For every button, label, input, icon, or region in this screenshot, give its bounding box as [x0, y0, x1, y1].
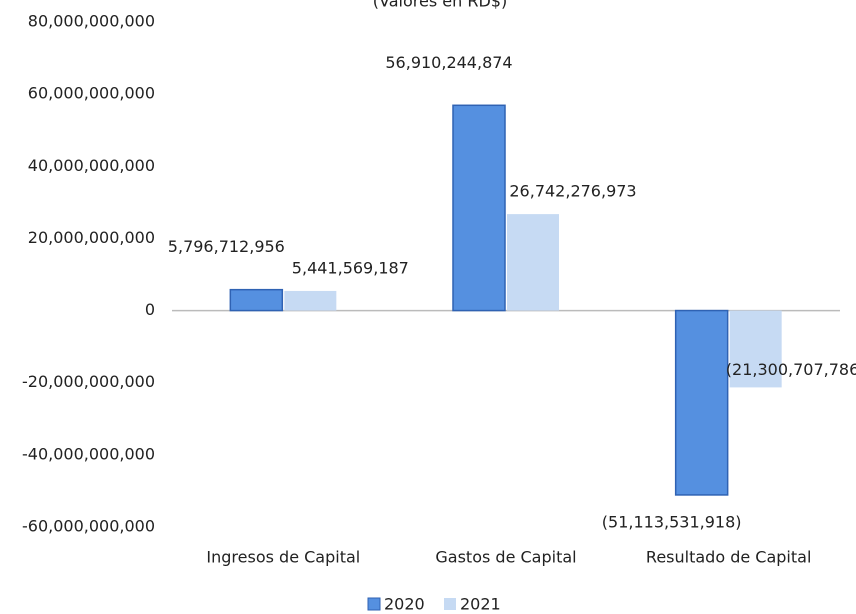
data-label: 56,910,244,874	[385, 53, 512, 72]
x-tick-label: Ingresos de Capital	[206, 548, 360, 567]
y-tick-label: 60,000,000,000	[28, 84, 155, 103]
bar	[674, 309, 729, 496]
y-tick-label: -40,000,000,000	[22, 444, 155, 463]
legend-label: 2020	[384, 595, 425, 614]
chart-subtitle: (Valores en RD$)	[373, 0, 507, 11]
data-label: 26,742,276,973	[509, 182, 636, 201]
y-tick-label: 20,000,000,000	[28, 228, 155, 247]
bar	[452, 104, 506, 312]
legend-swatch	[367, 597, 381, 611]
x-tick-label: Resultado de Capital	[646, 548, 811, 567]
data-label: (51,113,531,918)	[602, 512, 742, 531]
bar	[284, 290, 337, 311]
legend-swatch	[444, 598, 456, 610]
legend-label: 2021	[460, 595, 501, 614]
y-tick-label: 40,000,000,000	[28, 156, 155, 175]
data-label: 5,796,712,956	[168, 237, 285, 256]
data-label: (21,300,707,786)	[726, 360, 856, 379]
x-tick-label: Gastos de Capital	[435, 548, 576, 567]
y-tick-label: -20,000,000,000	[22, 372, 155, 391]
bar	[507, 214, 559, 311]
y-tick-label: 80,000,000,000	[28, 12, 155, 31]
data-label: 5,441,569,187	[292, 258, 409, 277]
y-tick-label: 0	[145, 300, 155, 319]
bar	[729, 310, 782, 388]
y-tick-label: -60,000,000,000	[22, 517, 155, 536]
bar	[229, 288, 284, 312]
